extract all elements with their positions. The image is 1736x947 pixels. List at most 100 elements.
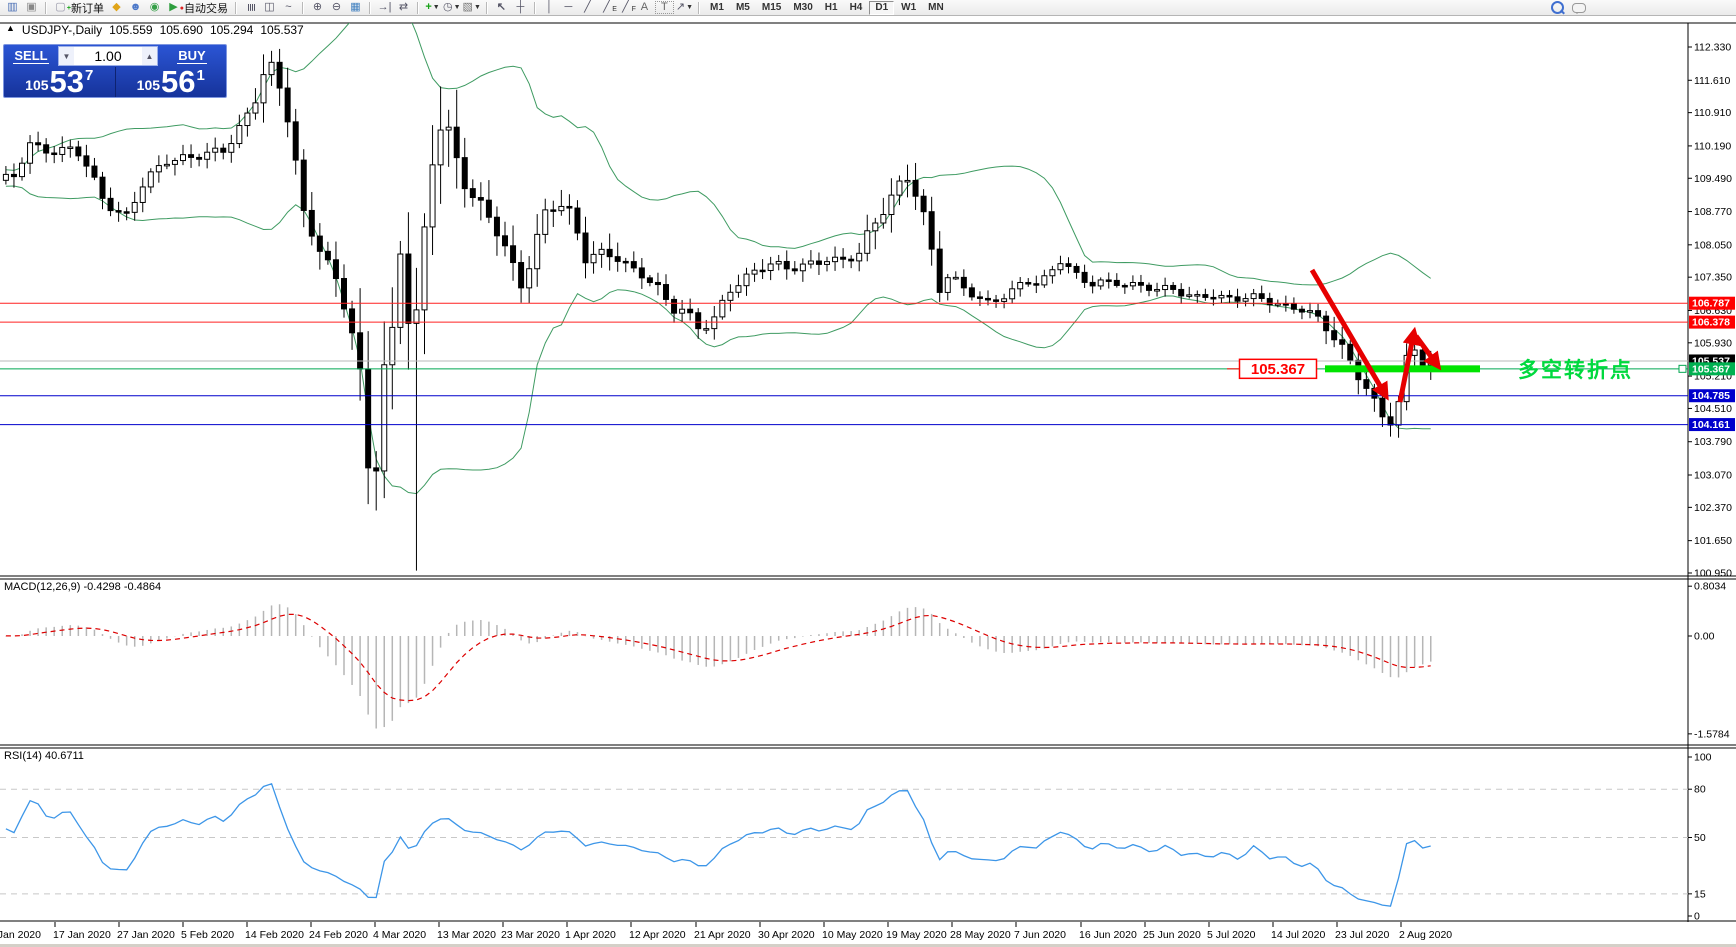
buy-button[interactable]: BUY [177,48,207,64]
volume-input[interactable]: ▼ 1.00 ▲ [58,46,158,66]
zoom-out-icon[interactable]: ⊖ [331,1,342,13]
rsi-line [5,782,1431,907]
bottom-strip [0,944,1736,947]
ohlc-close: 105.537 [260,23,304,37]
timeframe-W1[interactable]: W1 [901,1,917,13]
timeframe-D1[interactable]: D1 [869,0,895,15]
fibonacci-icon[interactable]: ╱ F [622,1,636,13]
timeframe-M30[interactable]: M30 [793,1,813,13]
horizontal-line-icon[interactable]: ─ [564,1,573,13]
ohlc-low: 105.294 [209,23,254,37]
pane-separator[interactable] [0,744,1736,749]
signal-icon[interactable]: ◉ [149,1,160,13]
new-chart-icon[interactable]: ▥ [7,1,18,13]
metaeditor-icon[interactable]: ◆ [112,1,121,13]
pane-separator[interactable] [0,575,1736,580]
turning-point-green-bar[interactable] [1325,365,1480,373]
chart-shift-icon[interactable]: ⇄ [398,1,409,13]
trend-arrow-1[interactable] [1309,268,1389,401]
price-axis-label: 110.190 [1694,140,1731,152]
trend-arrow-3[interactable] [1413,334,1442,371]
date-axis-label: 12 Apr 2020 [629,929,686,941]
timeframe-H4[interactable]: H4 [849,1,863,13]
line-chart-icon[interactable]: ~ [285,1,292,13]
text-icon[interactable]: A [640,1,649,13]
macd-axis-label: 0.8034 [1694,581,1726,593]
symbol-info-bar: ▲ USDJPY-,Daily 105.559 105.690 105.294 … [6,23,304,37]
date-axis-label: 21 Apr 2020 [694,929,751,941]
tile-windows-icon[interactable]: ▦ [350,1,361,13]
svg-text:104.785: 104.785 [1692,390,1730,402]
chat-icon[interactable] [1572,2,1586,14]
turning-point-annotation[interactable]: 多空转折点 [1518,359,1633,382]
date-axis-label: 30 Apr 2020 [758,929,815,941]
community-icon[interactable]: ☻ [129,1,142,13]
volume-value[interactable]: 1.00 [94,48,122,64]
price-axis-label: 103.790 [1694,436,1732,448]
date-axis-label: 16 Jun 2020 [1079,929,1137,941]
toolbar-separator [235,1,237,14]
autotrading-icon[interactable]: ▶ ● [169,1,184,13]
bollinger-upper [5,23,1431,286]
channel-icon[interactable]: ╱ E [603,1,617,13]
macd-signal-line [5,613,1431,702]
zoom-in-icon[interactable]: ⊕ [312,1,323,13]
macd-axis-label: -1.5784 [1694,728,1730,740]
arrows-tool-icon[interactable]: ↗ ▼ [675,1,694,13]
sell-price[interactable]: 105 53 7 [4,66,116,97]
collapse-triangle-icon[interactable]: ▲ [6,23,15,33]
timeframe-H1[interactable]: H1 [824,1,838,13]
date-axis-label: 17 Jan 2020 [53,929,111,941]
text-label-icon[interactable]: T [654,1,674,14]
vertical-line-icon[interactable]: │ [545,1,553,13]
toolbar-separator [369,1,371,14]
new-order-icon[interactable]: ▢ + [55,1,71,13]
price-tag-104.161: 104.161 [1689,418,1735,432]
price-axis-label: 107.350 [1694,272,1732,284]
price-axis-label: 110.910 [1694,107,1731,119]
sell-button[interactable]: SELL [13,48,49,64]
auto-scroll-icon[interactable]: →| [377,1,392,13]
trend-arrow-2[interactable] [1397,326,1421,403]
svg-text:106.378: 106.378 [1692,317,1730,329]
timeframe-M15[interactable]: M15 [761,1,782,13]
bollinger-lower [5,185,1431,495]
price-callout-box[interactable]: 105.367 [1238,358,1318,380]
date-axis-label: 5 Jul 2020 [1207,929,1256,941]
date-axis-label: 27 Jan 2020 [117,929,175,941]
search-icon[interactable] [1551,1,1564,14]
ohlc-high: 105.690 [159,23,203,37]
ohlc-open: 105.559 [109,23,153,37]
date-axis-label: 19 May 2020 [886,929,947,941]
price-tag-106.378: 106.378 [1689,315,1735,329]
volume-increase-button[interactable]: ▲ [142,47,157,65]
symbol-period-label: USDJPY-,Daily [21,23,103,37]
macd-label: MACD(12,26,9) -0.4298 -0.4864 [4,581,162,593]
timeframe-M1[interactable]: M1 [710,1,724,13]
indicators-icon[interactable]: + ▼ [425,1,440,13]
price-axis-label: 108.770 [1694,206,1732,218]
crosshair-icon[interactable]: ┼ [516,1,525,13]
autotrading-label[interactable]: 自动交易 [184,2,228,15]
periods-icon[interactable]: ◷ ▼ [443,1,461,13]
green-line-endpoint-marker [1678,364,1687,373]
toolbar-separator [533,1,536,14]
buy-price[interactable]: 105 56 1 [136,64,205,99]
rsi-axis-label: 0 [1694,911,1700,923]
rsi-axis-label: 50 [1694,832,1706,844]
trendline-icon[interactable]: ╱ [584,1,591,13]
window-list-icon[interactable]: ▣ [26,1,37,13]
main-toolbar: ▥ ▣ ▢ + 新订单 ◆ ☻ ◉ ▶ ● 自动交易 ≣ ◫ ~ ⊕ ⊖ ▦ →| … [0,0,1736,16]
date-axis-label: 2 Aug 2020 [1399,929,1452,941]
rsi-axis-label: 15 [1694,888,1706,900]
timeframe-MN[interactable]: MN [928,1,944,13]
timeframe-M5[interactable]: M5 [735,1,750,13]
cursor-icon[interactable]: ↖ [496,1,506,13]
templates-icon[interactable]: ▧ ▼ [462,1,481,13]
candle-chart-icon[interactable]: ◫ [264,1,275,13]
new-order-label[interactable]: 新订单 [71,2,104,15]
date-axis-label: 23 Mar 2020 [501,929,560,941]
price-axis-label: 109.490 [1694,173,1732,185]
volume-decrease-button[interactable]: ▼ [59,47,74,65]
